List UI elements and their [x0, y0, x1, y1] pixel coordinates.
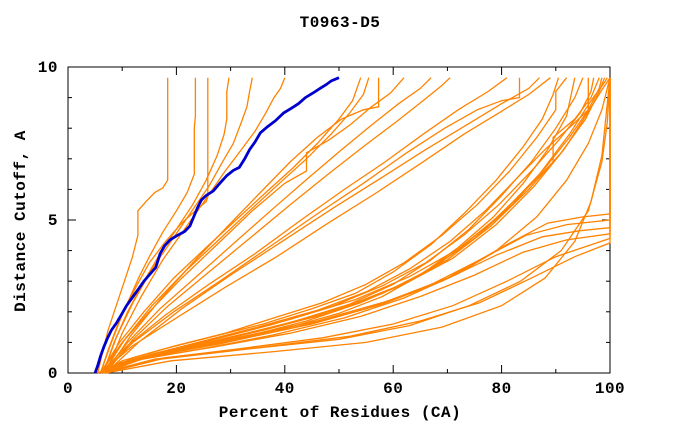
series-model-31 — [102, 77, 611, 374]
series-model-15 — [105, 77, 540, 374]
series-model-33 — [100, 77, 611, 374]
series-model-26 — [105, 77, 608, 374]
series-model-22 — [102, 77, 595, 374]
series-model-12 — [105, 77, 451, 374]
series-model-30 — [100, 77, 611, 374]
series-model-21 — [100, 77, 589, 374]
series-model-06 — [105, 77, 286, 374]
series-model-05 — [102, 77, 253, 374]
series-model-07 — [99, 77, 362, 374]
series-model-14 — [102, 77, 521, 374]
series-model-10 — [99, 77, 405, 374]
series-model-blue-highlight — [93, 76, 340, 374]
chart-title: T0963-D5 — [299, 14, 381, 32]
x-tick-label: 40 — [275, 380, 295, 398]
series-model-32 — [97, 77, 611, 374]
series-model-18 — [102, 77, 568, 374]
series-model-36 — [105, 77, 611, 374]
series-model-27 — [100, 77, 611, 374]
y-axis-label: Distance Cutoff, A — [12, 130, 30, 312]
series-model-08 — [102, 77, 370, 374]
series-model-35 — [103, 77, 611, 374]
series-model-13 — [100, 77, 508, 374]
series-model-03 — [99, 77, 209, 374]
y-tick-label: 0 — [48, 365, 58, 383]
y-tick-label: 5 — [48, 212, 58, 230]
x-tick-label: 0 — [63, 380, 73, 398]
x-tick-label: 80 — [491, 380, 511, 398]
plot-border — [67, 66, 611, 374]
series-model-04 — [102, 77, 230, 374]
series-model-01 — [97, 77, 169, 374]
x-axis-label: Percent of Residues (CA) — [218, 404, 462, 422]
x-tick-label: 20 — [166, 380, 186, 398]
series-model-11 — [102, 77, 432, 374]
series-model-23 — [97, 77, 600, 374]
series-model-16 — [100, 77, 551, 374]
y-tick-label: 10 — [38, 59, 58, 77]
x-tick-label: 100 — [595, 380, 625, 398]
x-tick-label: 60 — [383, 380, 403, 398]
